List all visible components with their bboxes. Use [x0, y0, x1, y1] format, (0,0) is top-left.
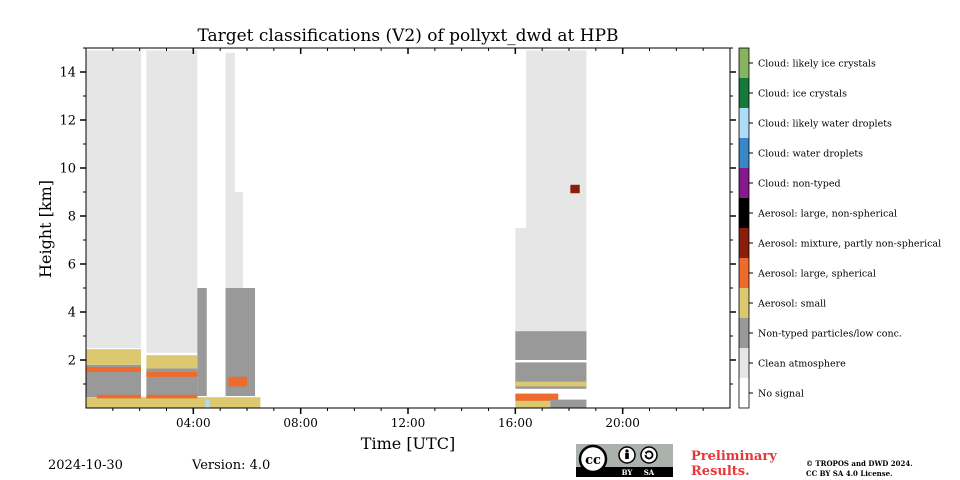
y-tick-label: 2: [68, 354, 76, 369]
colorbar-swatch: [739, 258, 749, 288]
class-region-10: [86, 397, 261, 408]
colorbar-swatch: [739, 138, 749, 168]
colorbar-swatch: [739, 78, 749, 108]
preliminary-line-2: Results.: [691, 464, 750, 479]
y-tick-label: 8: [68, 210, 76, 225]
colorbar-swatch: [739, 48, 749, 78]
class-region-21: [515, 381, 587, 387]
class-region-8: [86, 349, 142, 365]
colorbar-swatch: [739, 168, 749, 198]
y-tick-label: 4: [68, 306, 76, 321]
class-region-0: [86, 50, 142, 349]
y-tick-label: 12: [59, 114, 76, 129]
class-region-19: [515, 331, 587, 360]
x-tick-label: 16:00: [498, 416, 533, 430]
version-label: Version: 4.0: [192, 458, 271, 473]
colorbar-label: Cloud: ice crystals: [758, 89, 847, 100]
x-tick-label: 04:00: [176, 416, 211, 430]
by-label: BY: [622, 468, 634, 477]
x-tick-label: 20:00: [605, 416, 640, 430]
colorbar-swatch: [739, 198, 749, 228]
colorbar-label: No signal: [758, 389, 804, 400]
colorbar-label: Cloud: non-typed: [758, 179, 841, 190]
class-region-15: [228, 376, 247, 387]
class-region-3: [234, 192, 243, 300]
class-region-1: [146, 50, 198, 353]
plot-area: [86, 50, 587, 408]
colorbar-swatch: [739, 228, 749, 258]
colorbar-frame: [738, 47, 750, 409]
class-region-12: [146, 372, 198, 377]
preliminary-results-note: Preliminary Results.: [691, 449, 777, 479]
sa-share-alike-icon: [640, 446, 658, 464]
cc-license-badge: cc BY SA: [576, 444, 673, 477]
class-region-9: [146, 355, 198, 369]
colorbar-label: Aerosol: large, spherical: [757, 269, 876, 280]
colorbar-label: Aerosol: small: [757, 299, 826, 310]
copyright-line-1: © TROPOS and DWD 2024.: [806, 459, 913, 468]
copyright-line-2: CC BY SA 4.0 License.: [806, 469, 893, 478]
y-tick-label: 14: [59, 66, 76, 81]
cc-logo-icon: [578, 444, 608, 474]
colorbar-swatch: [739, 288, 749, 318]
colorbar-swatch: [739, 378, 749, 408]
class-region-16: [205, 399, 210, 408]
colorbar-label: Non-typed particles/low conc.: [758, 329, 902, 340]
colorbar-swatch: [739, 348, 749, 378]
y-axis-label: Height [km]: [36, 180, 55, 278]
sa-label: SA: [644, 468, 655, 477]
y-axis: 2 4 6 8 10 12 14: [59, 47, 736, 385]
y-tick-label: 6: [68, 258, 76, 273]
chart-title: Target classifications (V2) of pollyxt_d…: [197, 26, 618, 46]
colorbar-label: Cloud: likely ice crystals: [758, 59, 876, 70]
colorbar-label: Cloud: water droplets: [758, 149, 863, 160]
class-region-25: [570, 184, 580, 194]
colorbar-swatch: [739, 318, 749, 348]
class-region-14: [146, 394, 198, 399]
x-tick-label: 12:00: [391, 416, 426, 430]
colorbar-label: Cloud: likely water droplets: [758, 119, 892, 130]
copyright-note: © TROPOS and DWD 2024. CC BY SA 4.0 Lice…: [806, 459, 913, 479]
preliminary-line-1: Preliminary: [691, 449, 777, 464]
class-region-23: [515, 393, 559, 401]
date-label: 2024-10-30: [48, 458, 123, 473]
colorbar-label: Aerosol: large, non-spherical: [757, 209, 897, 220]
class-region-6: [197, 288, 207, 396]
x-axis-label: Time [UTC]: [361, 434, 455, 453]
class-region-2: [225, 52, 235, 288]
class-region-22: [515, 399, 551, 408]
x-tick-label: 08:00: [283, 416, 318, 430]
class-region-24: [550, 399, 587, 408]
colorbar-label: Clean atmosphere: [758, 359, 846, 370]
colorbar-swatch: [739, 108, 749, 138]
class-region-11: [86, 367, 142, 372]
colorbar-legend: No signal Clean atmosphere Non-typed parti…: [738, 47, 941, 409]
x-axis: 04:00 08:00 12:00 16:00 20:00: [112, 48, 704, 430]
cc-logo-text: cc: [585, 453, 601, 468]
class-region-13: [96, 394, 142, 399]
colorbar-label: Aerosol: mixture, partly non-spherical: [757, 239, 941, 250]
y-tick-label: 10: [59, 162, 76, 177]
